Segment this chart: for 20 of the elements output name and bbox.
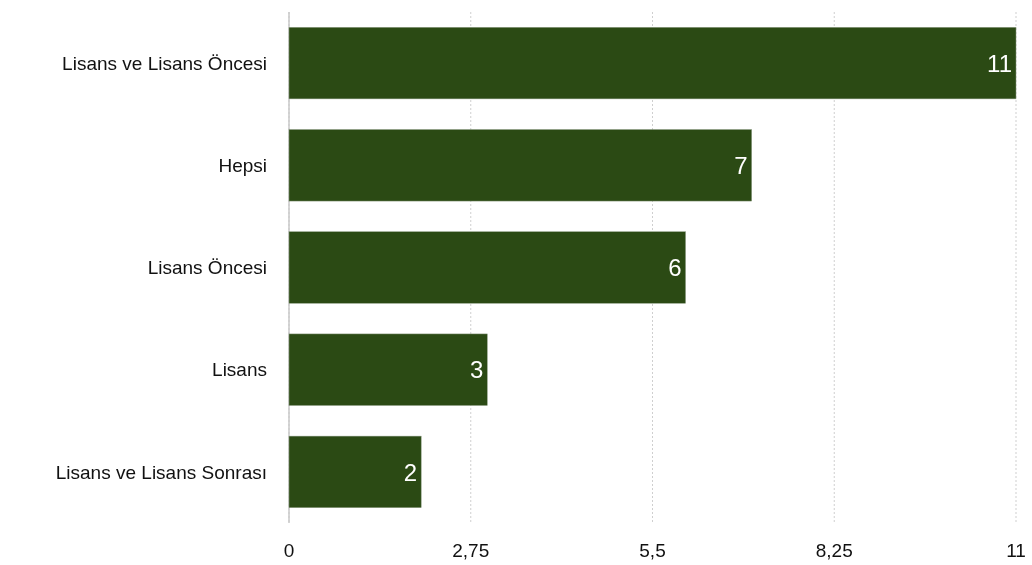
y-tick-label: Lisans bbox=[212, 359, 267, 381]
data-label: 7 bbox=[734, 151, 748, 179]
data-label: 11 bbox=[987, 49, 1012, 77]
x-tick-label: 0 bbox=[283, 540, 295, 561]
x-tick-label: 11 bbox=[1006, 540, 1026, 561]
bar bbox=[288, 435, 422, 508]
bar bbox=[288, 129, 752, 202]
bar bbox=[288, 333, 488, 406]
y-tick-label: Hepsi bbox=[218, 154, 267, 176]
x-tick-label: 2,75 bbox=[452, 540, 490, 561]
x-tick-label: 5,5 bbox=[639, 540, 666, 561]
x-tick-label: 8,25 bbox=[815, 540, 853, 561]
y-tick-label: Lisans ve Lisans Öncesi bbox=[62, 52, 267, 74]
y-tick-label: Lisans Öncesi bbox=[147, 257, 267, 279]
bar bbox=[288, 231, 686, 304]
data-label: 6 bbox=[668, 254, 682, 282]
data-label: 3 bbox=[469, 356, 484, 384]
bar bbox=[288, 27, 1017, 100]
y-tick-label: Lisans ve Lisans Sonrası bbox=[55, 461, 267, 483]
data-label: 2 bbox=[403, 458, 418, 486]
